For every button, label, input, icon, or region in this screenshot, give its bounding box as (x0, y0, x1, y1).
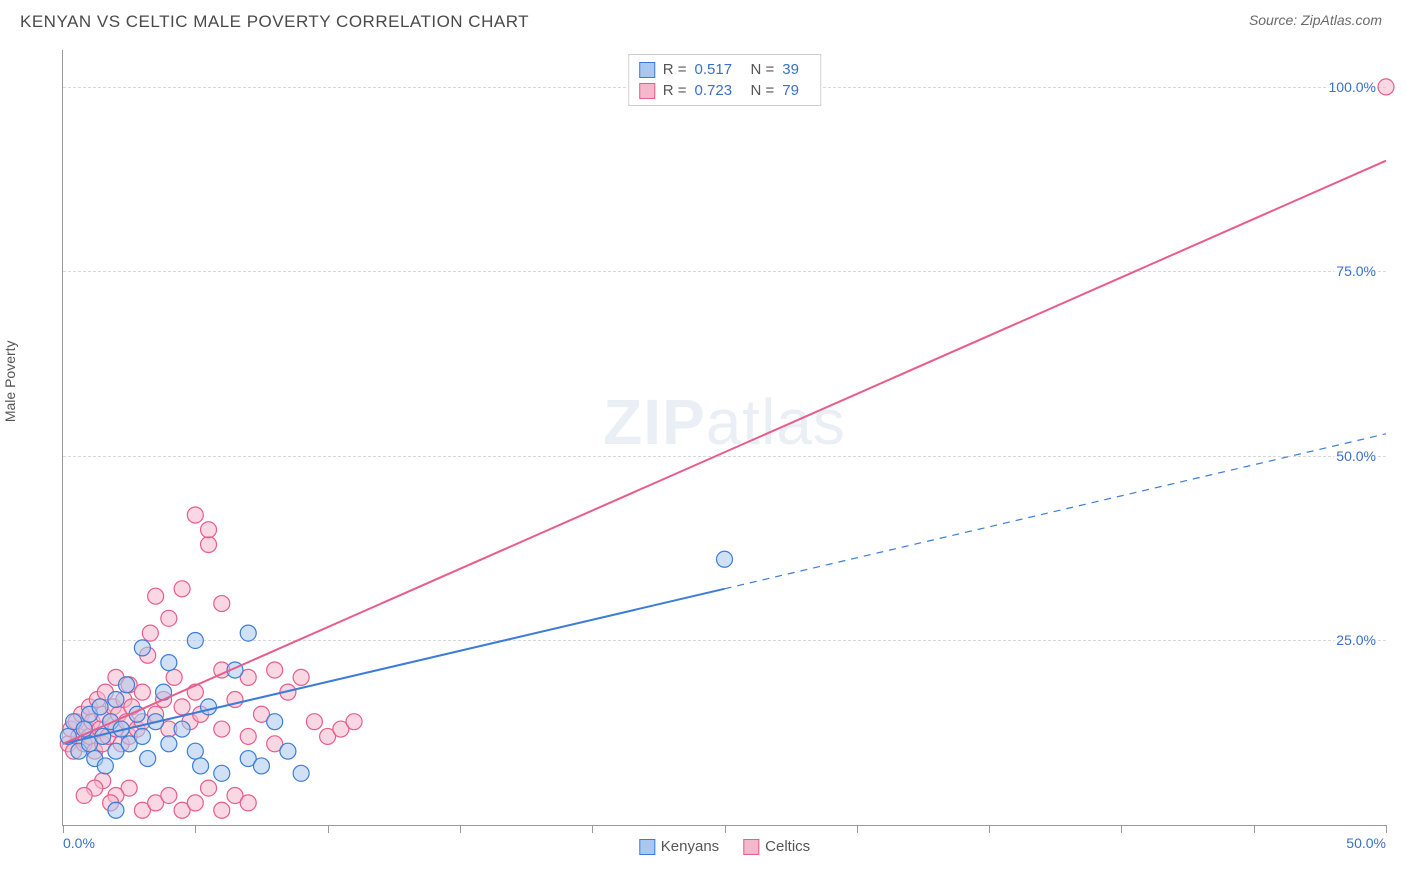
data-point (134, 684, 150, 700)
data-point (76, 787, 92, 803)
data-point (161, 610, 177, 626)
data-point (148, 588, 164, 604)
swatch-celtics-icon (639, 83, 655, 99)
data-point (214, 721, 230, 737)
data-point (240, 728, 256, 744)
data-point (187, 632, 203, 648)
data-point (253, 758, 269, 774)
data-point (214, 765, 230, 781)
data-point (119, 677, 135, 693)
x-tick (460, 825, 461, 833)
data-point (214, 802, 230, 818)
data-point (306, 714, 322, 730)
stats-row-kenyans: R = 0.517 N = 39 (639, 59, 811, 80)
data-point (134, 640, 150, 656)
legend-item-celtics: Celtics (743, 838, 810, 855)
data-point (187, 743, 203, 759)
x-tick (725, 825, 726, 833)
data-point (161, 787, 177, 803)
x-tick (195, 825, 196, 833)
data-point (140, 751, 156, 767)
data-point (346, 714, 362, 730)
source-name: ZipAtlas.com (1301, 12, 1382, 28)
stat-n-label: N = (751, 82, 775, 99)
stat-r-value-kenyans: 0.517 (695, 61, 743, 78)
header: KENYAN VS CELTIC MALE POVERTY CORRELATIO… (0, 0, 1406, 32)
data-point (161, 736, 177, 752)
data-point (187, 795, 203, 811)
legend-bottom: Kenyans Celtics (639, 838, 810, 855)
legend-swatch-kenyans-icon (639, 839, 655, 855)
data-point (201, 699, 217, 715)
data-point (174, 581, 190, 597)
y-axis-label: Male Poverty (2, 340, 18, 422)
swatch-kenyans-icon (639, 62, 655, 78)
x-tick (328, 825, 329, 833)
data-point (293, 669, 309, 685)
x-tick (1254, 825, 1255, 833)
chart-title: KENYAN VS CELTIC MALE POVERTY CORRELATIO… (20, 12, 529, 32)
x-tick (63, 825, 64, 833)
data-point (201, 537, 217, 553)
stat-n-value-kenyans: 39 (782, 61, 810, 78)
data-point (267, 662, 283, 678)
x-tick (857, 825, 858, 833)
source-label: Source: (1249, 12, 1297, 28)
trend-line-extrapolated (725, 434, 1387, 589)
data-point (174, 721, 190, 737)
legend-label-celtics: Celtics (765, 838, 810, 855)
data-point (717, 551, 733, 567)
stat-r-label: R = (663, 61, 687, 78)
data-point (92, 699, 108, 715)
data-point (201, 522, 217, 538)
data-point (1378, 79, 1394, 95)
x-tick-label: 50.0% (1346, 835, 1386, 851)
data-point (97, 758, 113, 774)
legend-swatch-celtics-icon (743, 839, 759, 855)
plot-svg (63, 50, 1386, 825)
data-point (201, 780, 217, 796)
stat-r-value-celtics: 0.723 (695, 82, 743, 99)
stat-n-label: N = (751, 61, 775, 78)
plot-area: ZIPatlas R = 0.517 N = 39 R = 0.723 N = … (62, 50, 1386, 826)
data-point (240, 795, 256, 811)
data-point (108, 692, 124, 708)
data-point (161, 655, 177, 671)
data-point (293, 765, 309, 781)
trend-line (63, 161, 1386, 744)
stats-row-celtics: R = 0.723 N = 79 (639, 80, 811, 101)
data-point (174, 699, 190, 715)
legend-item-kenyans: Kenyans (639, 838, 719, 855)
x-tick (592, 825, 593, 833)
data-point (193, 758, 209, 774)
data-point (240, 625, 256, 641)
data-point (214, 596, 230, 612)
stat-r-label: R = (663, 82, 687, 99)
stat-n-value-celtics: 79 (782, 82, 810, 99)
x-tick (989, 825, 990, 833)
data-point (280, 743, 296, 759)
source-attribution: Source: ZipAtlas.com (1249, 12, 1382, 28)
data-point (142, 625, 158, 641)
x-tick (1386, 825, 1387, 833)
chart-container: Male Poverty ZIPatlas R = 0.517 N = 39 R… (20, 38, 1386, 872)
data-point (134, 728, 150, 744)
x-tick-label: 0.0% (63, 835, 95, 851)
data-point (267, 714, 283, 730)
legend-label-kenyans: Kenyans (661, 838, 719, 855)
stats-legend-box: R = 0.517 N = 39 R = 0.723 N = 79 (628, 54, 822, 106)
data-point (187, 507, 203, 523)
data-point (108, 802, 124, 818)
data-point (166, 669, 182, 685)
x-tick (1121, 825, 1122, 833)
